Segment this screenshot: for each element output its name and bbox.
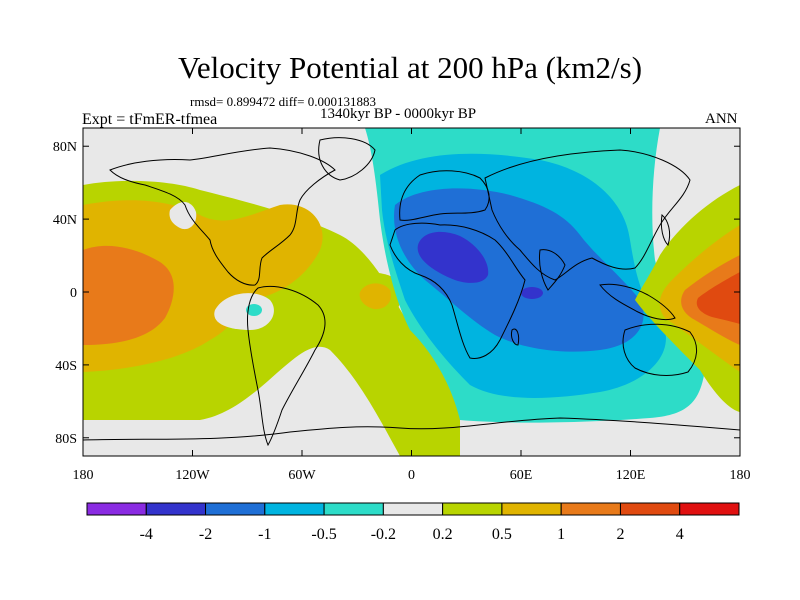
x-tick-label: 180 xyxy=(73,468,94,483)
rmsd-diff-label: rmsd= 0.899472 diff= 0.000131883 xyxy=(190,94,376,109)
colorbar-level-label: -0.5 xyxy=(311,526,336,543)
coastline-antarctica xyxy=(83,417,740,441)
x-tick-label: 60E xyxy=(510,468,533,483)
coastline-japan xyxy=(660,214,671,246)
field-positive-atlantic-mid xyxy=(359,283,391,310)
season-label: ANN xyxy=(705,111,738,127)
x-tick-label: 60W xyxy=(288,468,316,483)
coastline-south-america xyxy=(247,285,326,447)
field-negative-core xyxy=(417,231,489,283)
chart-title: Velocity Potential at 200 hPa (km2/s) xyxy=(177,50,643,85)
coastline-maritime-continent xyxy=(599,283,676,321)
x-tick-label: 0 xyxy=(408,468,415,483)
colorbar-swatch xyxy=(264,502,325,516)
period-subtitle: 1340kyr BP - 0000kyr BP xyxy=(320,106,477,122)
field-negative-dot-sa xyxy=(246,304,262,316)
coastline-india xyxy=(539,249,566,291)
field-negative-spot-io xyxy=(521,287,543,299)
colorbar-swatch xyxy=(86,502,147,516)
axis-ticks: 180 120W 60W 0 60E 120E 180 80N 40N 0 40S 80S xyxy=(53,128,751,483)
coastline-australia xyxy=(622,323,697,376)
field-negative-strong xyxy=(394,188,644,352)
x-tick-label: 120W xyxy=(175,468,210,483)
colorbar-level-label: 1 xyxy=(557,526,565,543)
coastlines xyxy=(83,137,740,447)
colorbar-level-label: -4 xyxy=(140,526,153,543)
colorbar-level-label: 0.5 xyxy=(492,526,512,543)
y-tick-label: 80N xyxy=(53,140,77,155)
field-neutral-npac xyxy=(169,201,197,230)
colorbar-level-label: -2 xyxy=(199,526,212,543)
y-tick-label: 40N xyxy=(53,213,77,228)
colorbar-level-label: 4 xyxy=(676,526,684,543)
coastline-africa-europe xyxy=(389,222,526,359)
colorbar-swatch xyxy=(382,502,444,516)
colorbar-swatch xyxy=(619,502,681,516)
x-tick-label: 120E xyxy=(616,468,646,483)
colorbar-level-label: 2 xyxy=(616,526,624,543)
colorbar-level-label: -1 xyxy=(258,526,271,543)
colorbar: -4 -2 -1 -0.5 -0.2 0.2 0.5 1 2 4 xyxy=(86,502,740,543)
colorbar-swatch xyxy=(501,502,562,516)
coastline-asia xyxy=(484,149,691,281)
y-tick-label: 80S xyxy=(55,432,77,447)
y-tick-label: 0 xyxy=(70,286,77,301)
coastline-north-america xyxy=(109,147,336,286)
colorbar-swatch xyxy=(205,502,266,516)
colorbar-swatch xyxy=(679,502,740,516)
x-tick-label: 180 xyxy=(730,468,751,483)
colorbar-swatch xyxy=(442,502,503,516)
y-tick-label: 40S xyxy=(55,359,77,374)
experiment-label: Expt = tFmER-tfmea xyxy=(82,111,218,128)
contour-fields xyxy=(83,128,740,456)
field-neutral-hole-sa xyxy=(214,293,274,330)
coastline-greenland xyxy=(318,137,376,181)
colorbar-level-label: 0.2 xyxy=(433,526,453,543)
field-positive-high-west xyxy=(83,245,174,345)
colorbar-swatch xyxy=(560,502,621,516)
coastline-madagascar xyxy=(511,328,520,346)
colorbar-level-label: -0.2 xyxy=(371,526,396,543)
colorbar-swatch xyxy=(323,502,384,516)
field-negative-asia xyxy=(558,187,625,236)
colorbar-swatch xyxy=(145,502,207,516)
field-positive-wpac-max xyxy=(696,272,740,324)
